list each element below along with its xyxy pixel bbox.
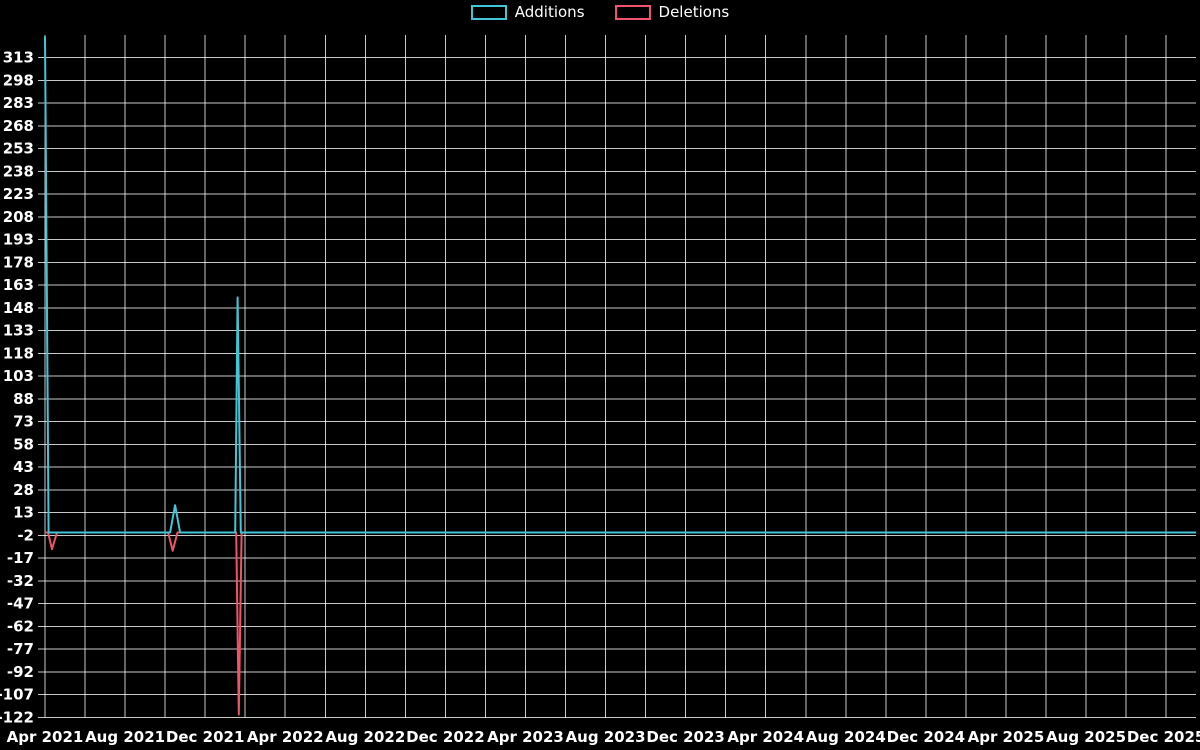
x-axis-tick-label: Apr 2023 (487, 728, 564, 746)
legend-label-additions: Additions (514, 3, 585, 21)
x-axis-tick-label: Apr 2025 (968, 728, 1045, 746)
x-axis-tick-label: Dec 2025 (1127, 728, 1200, 746)
deletions-swatch-icon (614, 5, 651, 20)
y-axis-tick-label: 223 (3, 185, 34, 203)
x-axis-tick-label: Aug 2021 (85, 728, 165, 746)
series-line-deletions (45, 531, 1197, 716)
y-axis-tick-label: 193 (3, 231, 34, 249)
y-axis-tick-label: 253 (3, 140, 34, 158)
y-axis-tick-label: 88 (13, 390, 34, 408)
legend-label-deletions: Deletions (658, 3, 730, 21)
y-axis-tick-label: -107 (0, 686, 34, 704)
y-axis-tick-label: 118 (3, 344, 34, 362)
y-axis-tick-label: 208 (3, 208, 34, 226)
y-axis-tick-label: 28 (13, 481, 34, 499)
x-axis-tick-label: Aug 2025 (1046, 728, 1126, 746)
y-axis-tick-label: 43 (13, 458, 34, 476)
y-axis-tick-label: 268 (3, 117, 34, 135)
y-axis-tick-label: 133 (3, 322, 34, 340)
y-axis-tick-label: -62 (7, 617, 34, 635)
series-line-additions (44, 36, 1197, 534)
x-axis-tick-label: Aug 2023 (566, 728, 646, 746)
y-axis-tick-label: 298 (3, 71, 34, 89)
y-axis-tick-label: 58 (13, 435, 34, 453)
y-axis-tick-label: -2 (17, 526, 34, 544)
x-axis-tick-label: Dec 2021 (166, 728, 245, 746)
legend-item-additions[interactable]: Additions (470, 3, 585, 21)
additions-swatch-icon (470, 5, 507, 20)
x-axis-tick-label: Dec 2022 (406, 728, 485, 746)
y-axis-tick-label: 178 (3, 253, 34, 271)
y-axis-tick-label: 238 (3, 162, 34, 180)
chart-legend: Additions Deletions (0, 5, 1200, 20)
x-axis-tick-label: Apr 2021 (7, 728, 84, 746)
y-axis-tick-label: 148 (3, 299, 34, 317)
x-axis-tick-label: Apr 2024 (727, 728, 804, 746)
y-axis-tick-label: -92 (7, 663, 34, 681)
y-axis-tick-label: 103 (3, 367, 34, 385)
y-axis-tick-label: -122 (0, 708, 34, 726)
y-axis-tick-label: -17 (7, 549, 34, 567)
y-axis-tick-label: 73 (13, 413, 34, 431)
y-axis-tick-label: 163 (3, 276, 34, 294)
y-axis-tick-label: 13 (13, 504, 34, 522)
x-axis-tick-label: Apr 2022 (247, 728, 324, 746)
x-axis-tick-label: Dec 2023 (646, 728, 725, 746)
legend-item-deletions[interactable]: Deletions (614, 3, 730, 21)
y-axis-tick-label: -77 (7, 640, 34, 658)
y-axis-tick-label: -32 (7, 572, 34, 590)
x-axis-tick-label: Aug 2022 (325, 728, 405, 746)
x-axis-tick-label: Dec 2024 (887, 728, 966, 746)
y-axis-tick-label: 313 (3, 49, 34, 67)
x-axis-tick-label: Aug 2024 (806, 728, 886, 746)
y-axis-tick-label: -47 (7, 595, 34, 613)
y-axis-tick-label: 283 (3, 94, 34, 112)
